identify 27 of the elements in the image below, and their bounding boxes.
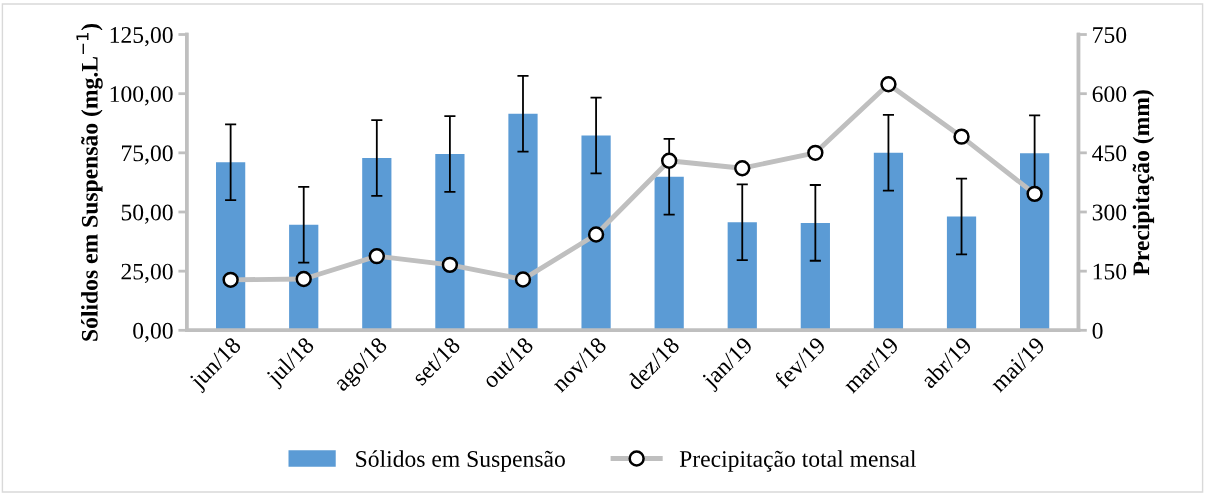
legend-label: Sólidos em Suspensão [356,450,565,472]
y-tick-label: 0,00 [133,322,173,343]
y2-tick-label: 150 [1093,263,1127,280]
bar [508,113,538,331]
y-tick-label: 100,00 [110,86,173,106]
y2-tick-label: 450 [1092,145,1127,162]
y-tick-label: 50,00 [121,204,173,224]
bar [946,216,977,331]
legend-label: Precipitação total mensal [679,450,917,472]
y2-tick-label: 0 [1092,322,1103,339]
y-tick-label: 75,00 [122,145,173,165]
y-tick-label: 125,00 [110,27,173,47]
y-axis-title: Sólidos em Suspensão (mg.L$^{−1}$) [76,23,103,341]
bar [1020,153,1050,331]
bar [362,158,392,331]
y2-tick-label: 300 [1092,204,1127,221]
y2-tick-label: 750 [1093,27,1127,43]
y2-axis-title: Precipitação (mm) [1132,90,1155,276]
bar [216,162,246,331]
y2-tick-label: 600 [1092,86,1127,103]
bar [873,152,904,331]
bar [727,222,757,331]
bar [581,135,611,331]
y-tick-label: 25,00 [121,263,173,283]
bar [654,176,684,331]
bar [800,222,830,331]
bar [435,154,465,331]
